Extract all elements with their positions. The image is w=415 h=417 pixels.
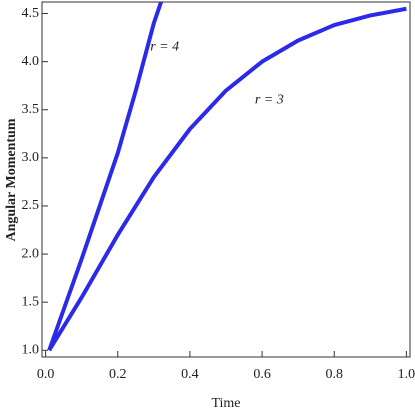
plot-area — [47, 2, 407, 352]
y-tick-label: 4.0 — [22, 54, 40, 69]
y-tick-label: 1.5 — [22, 294, 40, 309]
y-tick-label: 2.0 — [22, 246, 40, 261]
curve-label: r = 4 — [150, 39, 179, 54]
plot-frame — [41, 1, 411, 358]
y-tick-label: 2.5 — [22, 198, 40, 213]
y-tick-label: 3.5 — [22, 102, 40, 117]
curve — [47, 2, 163, 351]
y-axis-label: Angular Momentum — [4, 118, 19, 241]
y-tick-label: 3.0 — [22, 150, 40, 165]
x-tick-label: 0.6 — [253, 367, 271, 382]
x-tick-label: 1.0 — [398, 367, 415, 382]
x-tick-label: 0.4 — [181, 367, 199, 382]
x-tick-label: 0.8 — [325, 367, 343, 382]
curve-label: r = 3 — [255, 92, 284, 107]
curve — [47, 6, 407, 352]
x-axis-label: Time — [211, 396, 240, 411]
y-tick-label: 1.0 — [22, 342, 40, 357]
y-tick-label: 4.5 — [22, 6, 40, 21]
x-tick-label: 0.0 — [37, 367, 55, 382]
x-tick-label: 0.2 — [109, 367, 127, 382]
